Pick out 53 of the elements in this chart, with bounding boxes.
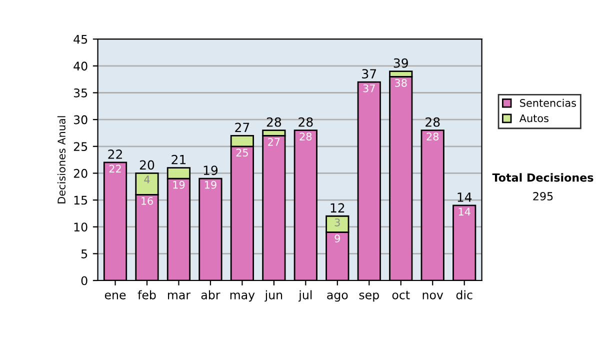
legend-label: Sentencias [520,98,576,107]
x-tick-label: mar [168,292,191,300]
data-label: 38 [395,78,407,87]
data-label: 22 [109,164,121,173]
y-tick-label: 45 [74,34,88,44]
total-label: 28 [426,117,440,127]
x-tick-label: ene [104,292,126,300]
total-label: 19 [204,166,218,176]
total-label: 21 [172,154,186,164]
y-tick-label: 35 [74,88,88,98]
data-label: 3 [334,218,340,226]
data-label: 25 [236,148,248,157]
y-tick-label: 40 [74,62,88,71]
text: Total Decisiones [492,173,594,182]
y-tick-label: 10 [74,222,88,232]
x-tick-label: oct [392,290,410,300]
data-label: 19 [173,180,185,189]
text: 295 [533,192,553,200]
total-label: 22 [108,150,122,159]
data-label: 9 [334,234,340,242]
total-label: 27 [235,122,250,132]
data-label: 19 [204,180,216,189]
data-label: 28 [426,132,439,141]
total-label: 28 [298,117,313,127]
data-label: 14 [458,208,470,216]
x-tick-label: jul [298,290,312,302]
total-label: 12 [330,203,344,212]
x-tick-label: feb [138,290,156,300]
y-tick-label: 20 [74,168,88,178]
data-label: 16 [142,197,153,205]
total-label: 39 [394,58,408,68]
total-label: 20 [140,160,154,170]
x-tick-label: nov [422,292,444,300]
x-tick-label: abr [201,290,220,300]
total-label: 37 [362,69,376,79]
data-label: 4 [144,176,150,184]
x-tick-label: dic [456,290,472,300]
x-tick-label: jun [264,290,282,302]
data-label: 28 [300,132,312,141]
x-tick-label: sep [359,292,379,302]
y-tick-label: 30 [74,115,88,124]
y-tick-label: 5 [81,250,88,258]
total-label: 14 [458,192,472,202]
x-tick-label: ago [327,292,348,302]
legend-label: Autos [519,114,548,122]
x-tick-label: may [230,292,255,302]
data-label: 27 [268,138,280,146]
y-tick-label: 15 [74,196,88,205]
total-label: 28 [266,117,282,127]
y-axis-title: Decisiones Anual [57,116,66,204]
data-label: 37 [363,84,375,92]
y-tick-label: 0 [81,276,88,286]
y-tick-label: 25 [74,142,88,152]
